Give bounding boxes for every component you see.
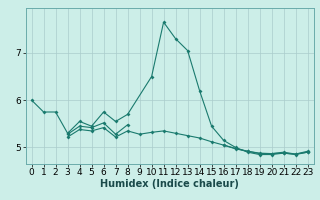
X-axis label: Humidex (Indice chaleur): Humidex (Indice chaleur) (100, 179, 239, 189)
